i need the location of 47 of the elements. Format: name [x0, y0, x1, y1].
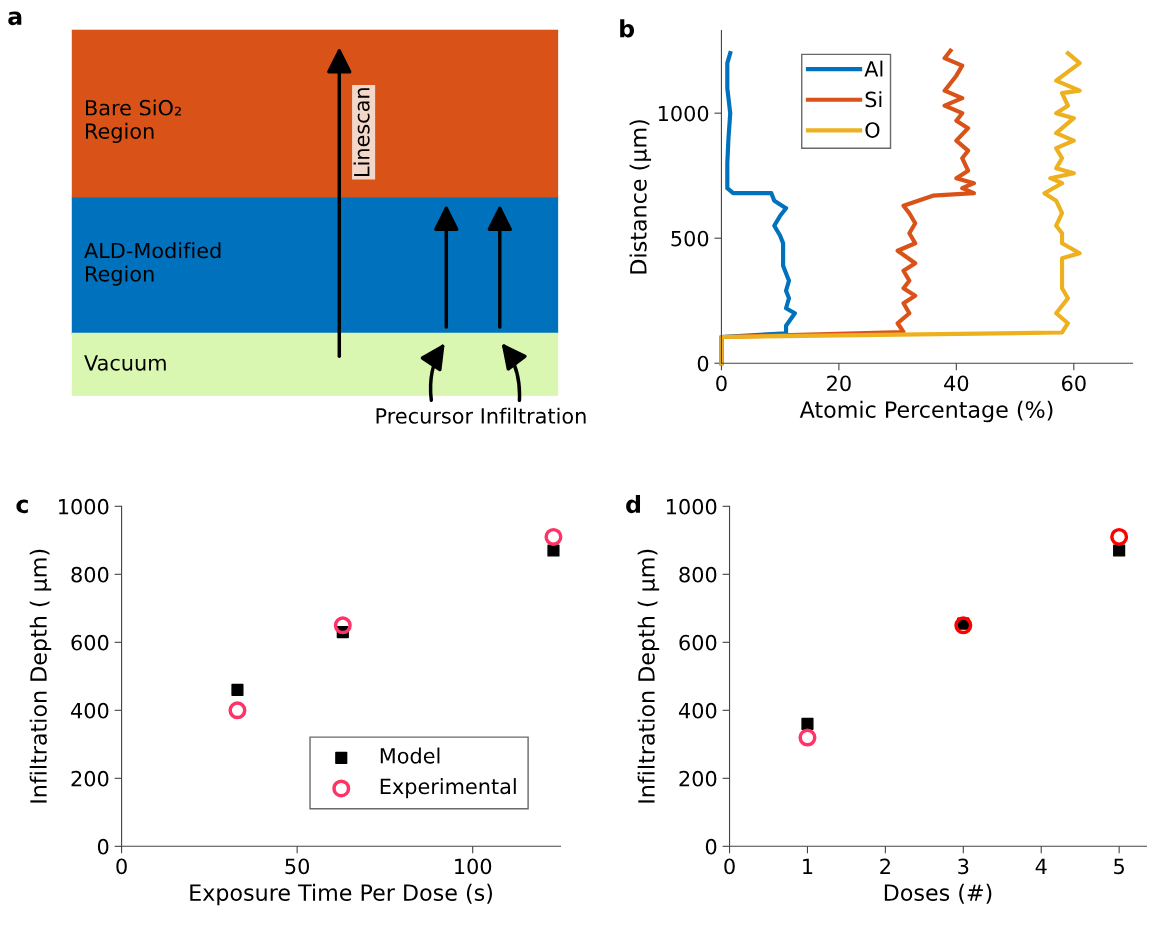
- y-tick-label: 600: [71, 634, 109, 651]
- y-axis-title: Infiltration Depth ( μm): [637, 549, 660, 803]
- x-tick-label: 60: [1062, 375, 1086, 392]
- legend-label: Al: [864, 60, 883, 77]
- x-tick-label: 3: [958, 858, 969, 875]
- y-tick-label: 500: [671, 230, 709, 247]
- legend-label: Experimental: [380, 778, 516, 799]
- x-tick-label: 0: [116, 858, 127, 875]
- y-tick-label: 0: [697, 355, 709, 372]
- y-axis-title: Infiltration Depth ( μm): [29, 549, 52, 803]
- y-tick-label: 800: [71, 566, 109, 583]
- x-tick-label: 1: [803, 858, 813, 874]
- y-tick-label: 800: [679, 566, 717, 583]
- text: ALD-Modified Region: [84, 242, 221, 286]
- y-tick-label: 1000: [658, 105, 709, 122]
- x-tick-label: 0: [724, 858, 735, 875]
- y-tick-label: 600: [679, 634, 717, 651]
- y-tick-label: 0: [705, 838, 717, 855]
- y-tick-label: 1000: [59, 498, 109, 515]
- text: Linescan: [353, 88, 370, 177]
- legend-label: Si: [865, 91, 882, 108]
- chart-title: c: [16, 499, 28, 514]
- x-tick-label: 2: [880, 858, 890, 874]
- x-axis-title: Doses (#): [884, 883, 992, 904]
- x-tick-label: 40: [944, 375, 969, 392]
- x-axis-title: Atomic Percentage (%): [799, 400, 1053, 423]
- text: a: [8, 11, 22, 26]
- y-tick-label: 400: [678, 702, 717, 719]
- x-tick-label: 100: [455, 858, 492, 875]
- chart-title: d: [626, 494, 641, 514]
- x-axis-title: Exposure Time Per Dose (s): [190, 883, 493, 906]
- y-tick-label: 200: [71, 770, 109, 787]
- y-tick-label: 0: [97, 838, 109, 855]
- y-tick-label: 200: [679, 770, 717, 787]
- x-tick-label: 5: [1114, 858, 1124, 875]
- chart-title: b: [620, 19, 635, 38]
- text: Vacuum: [84, 355, 166, 371]
- legend-label: Model: [380, 747, 440, 764]
- x-tick-label: 4: [1035, 858, 1047, 874]
- text: Precursor Infiltration: [376, 407, 586, 424]
- text: Bare SiO₂ Region: [86, 99, 181, 143]
- legend-label: O: [865, 122, 880, 138]
- x-tick-label: 20: [827, 375, 851, 392]
- y-tick-label: 1000: [667, 498, 717, 515]
- y-tick-label: 400: [71, 702, 109, 719]
- x-tick-label: 50: [285, 858, 310, 875]
- y-axis-title: Distance (µm): [629, 120, 652, 274]
